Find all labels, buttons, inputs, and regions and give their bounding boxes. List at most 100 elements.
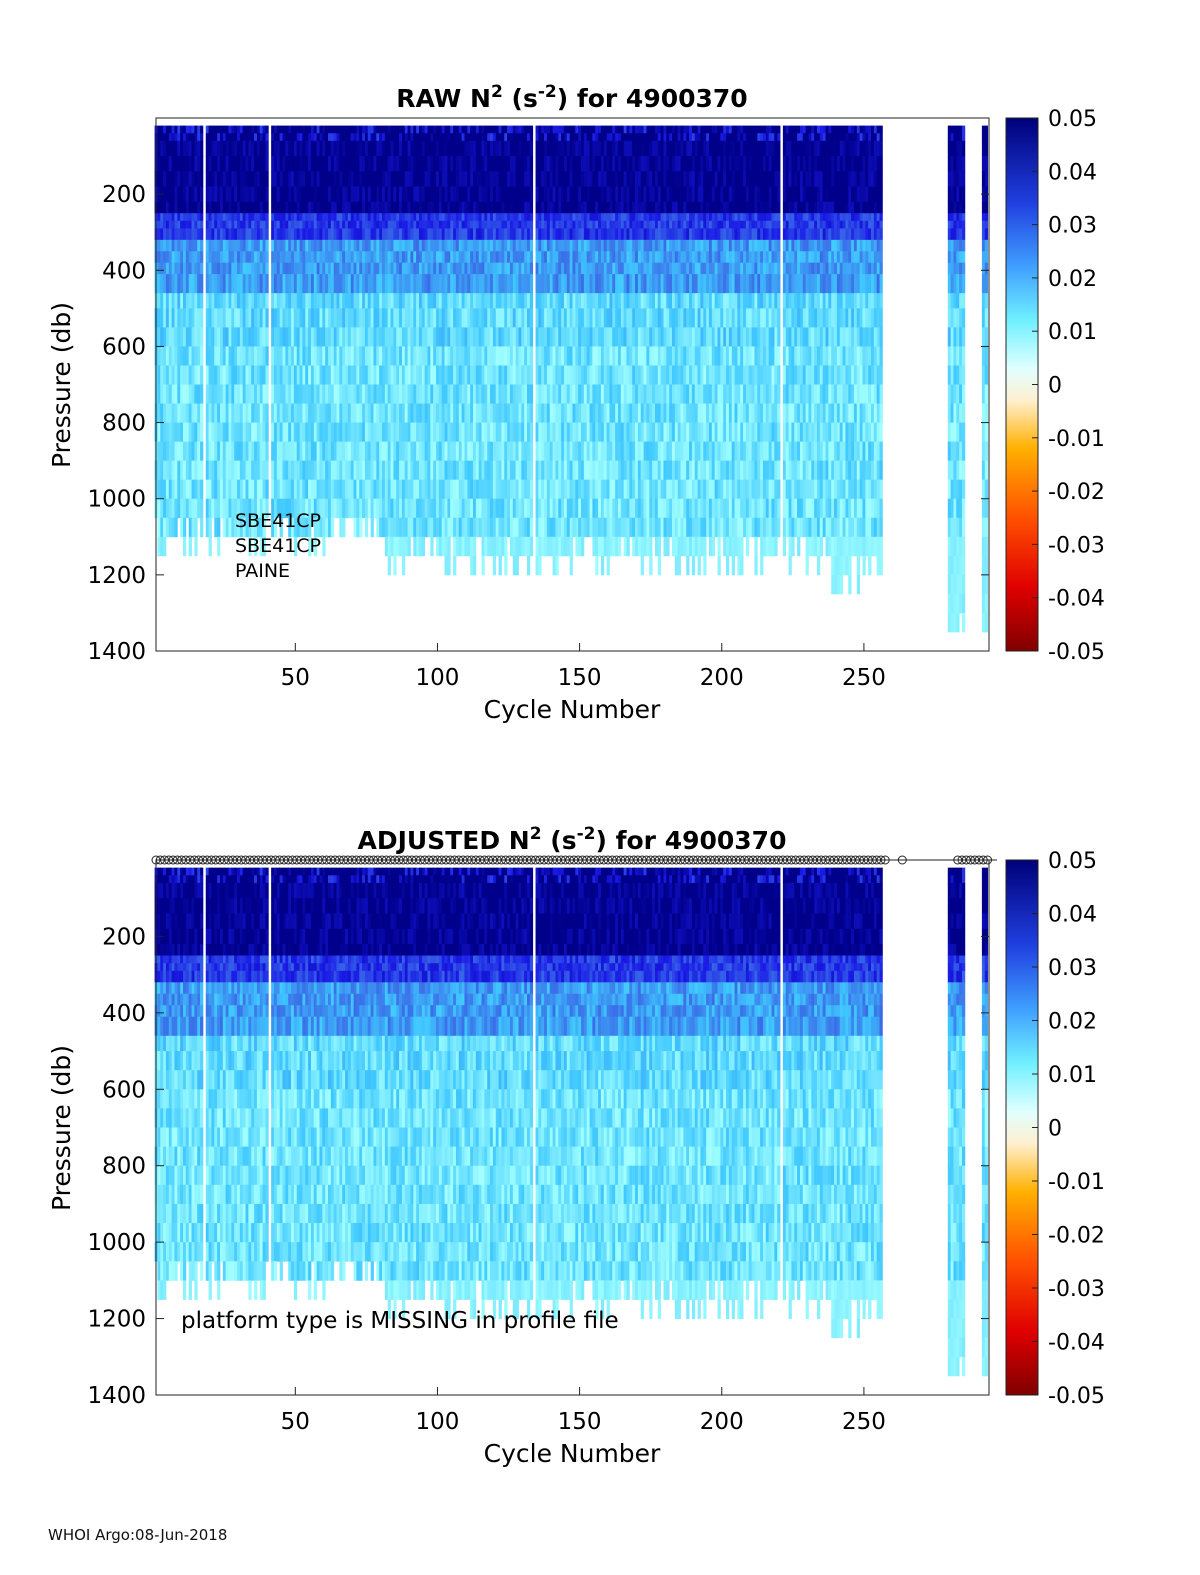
heatmap-cell: [168, 171, 173, 187]
heatmap-cell: [433, 228, 437, 241]
heatmap-cell: [413, 384, 417, 404]
heatmap-cell: [291, 384, 295, 404]
heatmap-cell: [615, 441, 619, 462]
heatmap-cell: [654, 201, 659, 214]
heatmap-cell: [362, 228, 366, 241]
heatmap-cell: [163, 213, 167, 222]
heatmap-cell: [225, 498, 229, 519]
heatmap-cell: [308, 274, 312, 294]
heatmap-cell: [171, 441, 175, 462]
heatmap-cell: [330, 308, 335, 328]
heatmap-cell: [217, 384, 221, 404]
heatmap-cell: [521, 171, 525, 187]
heatmap-cell: [629, 460, 633, 481]
heatmap-cell: [308, 220, 312, 229]
heatmap-cell: [305, 517, 309, 538]
heatmap-cell: [490, 327, 494, 347]
heatmap-cell: [265, 498, 269, 519]
heatmap-cell: [669, 346, 673, 366]
heatmap-cell: [282, 346, 286, 366]
heatmap-cell: [418, 220, 423, 229]
heatmap-cell: [498, 125, 502, 134]
heatmap-cell: [583, 213, 588, 222]
heatmap-cell: [370, 422, 374, 443]
heatmap-cell: [353, 479, 357, 500]
heatmap-cell: [359, 125, 363, 134]
heatmap-cell: [180, 479, 184, 500]
heatmap-cell: [672, 365, 676, 385]
heatmap-cell: [589, 365, 593, 385]
heatmap-cell: [578, 327, 582, 347]
heatmap-cell: [239, 156, 244, 172]
heatmap-cell: [248, 274, 252, 294]
heatmap-cell: [498, 293, 502, 309]
heatmap-cell: [544, 262, 548, 275]
heatmap-cell: [654, 327, 659, 347]
heatmap-cell: [194, 156, 198, 172]
heatmap-cell: [450, 308, 454, 328]
heatmap-cell: [245, 156, 249, 172]
heatmap-cell: [393, 308, 397, 328]
heatmap-cell: [504, 479, 508, 500]
heatmap-cell: [612, 365, 616, 385]
heatmap-cell: [393, 346, 397, 366]
heatmap-cell: [467, 460, 471, 481]
heatmap-cell: [322, 460, 326, 481]
heatmap-cell: [200, 228, 204, 241]
heatmap-cell: [615, 308, 619, 328]
heatmap-cell: [549, 140, 553, 157]
heatmap-cell: [598, 228, 602, 241]
heatmap-cell: [637, 228, 642, 241]
heatmap-cell: [441, 441, 445, 462]
heatmap-cell: [529, 228, 534, 241]
heatmap-cell: [464, 171, 468, 187]
heatmap-cell: [606, 201, 610, 214]
heatmap-cell: [339, 460, 343, 481]
heatmap-cell: [188, 251, 192, 264]
heatmap-cell: [427, 220, 431, 229]
heatmap-cell: [316, 460, 320, 481]
heatmap-cell: [310, 308, 315, 328]
heatmap-cell: [646, 460, 650, 481]
heatmap-cell: [433, 479, 437, 500]
heatmap-cell: [228, 403, 232, 423]
heatmap-cell: [396, 293, 400, 309]
heatmap-cell: [623, 308, 627, 328]
heatmap-cell: [654, 186, 659, 203]
heatmap-cell: [552, 441, 556, 462]
heatmap-cell: [163, 274, 167, 294]
heatmap-cell: [188, 460, 192, 481]
heatmap-cell: [617, 327, 622, 347]
heatmap-cell: [575, 201, 579, 214]
heatmap-cell: [282, 228, 286, 241]
heatmap-cell: [458, 308, 463, 328]
heatmap-cell: [296, 308, 300, 328]
heatmap-cell: [350, 403, 354, 423]
heatmap-cell: [555, 213, 559, 222]
heatmap-cell: [666, 403, 670, 423]
heatmap-cell: [410, 346, 414, 366]
heatmap-cell: [208, 403, 212, 423]
heatmap-cell: [376, 251, 380, 264]
heatmap-cell: [302, 213, 306, 222]
heatmap-cell: [521, 517, 525, 538]
heatmap-cell: [416, 213, 420, 222]
heatmap-cell: [657, 201, 662, 214]
heatmap-cell: [254, 133, 258, 142]
heatmap-cell: [555, 403, 559, 423]
heatmap-cell: [160, 517, 164, 538]
heatmap-cell: [458, 133, 463, 142]
heatmap-cell: [160, 384, 164, 404]
heatmap-cell: [384, 327, 389, 347]
heatmap-cell: [490, 156, 494, 172]
heatmap-cell: [302, 262, 306, 275]
heatmap-cell: [404, 479, 408, 500]
heatmap-cell: [649, 156, 653, 172]
heatmap-cell: [626, 441, 630, 462]
heatmap-cell: [453, 201, 457, 214]
heatmap-cell: [293, 384, 298, 404]
heatmap-cell: [424, 201, 428, 214]
heatmap-cell: [191, 262, 195, 275]
heatmap-cell: [208, 536, 212, 557]
heatmap-cell: [339, 201, 343, 214]
